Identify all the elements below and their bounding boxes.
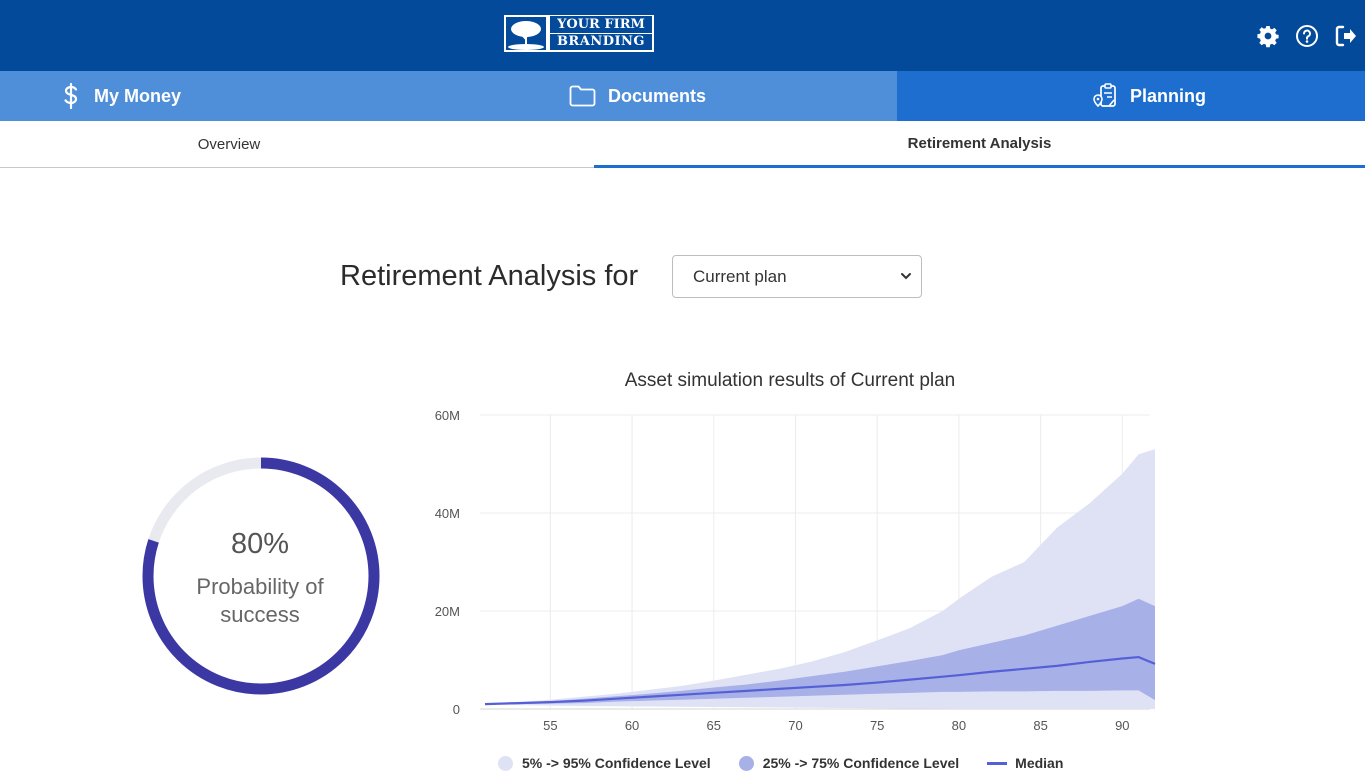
asset-simulation-chart: 0 20M 40M 60M 55 60 65 70 75 80 85 90 [435,408,1156,733]
tab-planning-label: Planning [1130,85,1206,106]
plan-select[interactable]: Current plan [672,255,922,298]
legend-label-5-95: 5% -> 95% Confidence Level [522,755,711,771]
legend-label-25-75: 25% -> 75% Confidence Level [762,755,960,771]
donut-progress [142,457,380,695]
subtab-overview[interactable]: Overview [197,135,261,153]
tree-logo-icon [504,15,548,52]
legend-label-median: Median [1015,755,1064,771]
legend-swatch-5-95 [498,755,513,771]
tab-my-money[interactable]: My Money [60,71,360,121]
median-line [484,655,1156,706]
plan-select-value: Current plan [693,266,787,286]
legend-item-5-95[interactable]: 5% -> 95% Confidence Level [498,755,711,771]
y-tick-label: 20M [435,604,460,619]
chart-legend: 5% -> 95% Confidence Level 25% -> 75% Co… [498,753,1091,773]
folder-icon [569,85,596,107]
x-tick-label: 80 [952,718,966,733]
tab-documents[interactable]: Documents [569,71,869,121]
y-tick-label: 60M [435,408,460,423]
y-tick-label: 40M [435,506,460,521]
top-header: YOUR FIRM BRANDING [0,0,1365,71]
page-title: Retirement Analysis for [340,260,639,292]
x-tick-label: 75 [870,718,884,733]
x-tick-label: 60 [625,718,639,733]
legend-swatch-25-75 [738,755,754,771]
tab-planning[interactable]: Planning [897,71,1365,121]
legend-item-25-75[interactable]: 25% -> 75% Confidence Level [738,755,960,771]
chevron-down-icon [901,273,911,280]
x-tick-label: 85 [1033,718,1047,733]
x-tick-label: 55 [543,718,557,733]
x-tick-label: 90 [1115,718,1129,733]
probability-label: Probability of success [196,574,324,627]
chart-title: Asset simulation results of Current plan [624,370,956,391]
tab-my-money-label: My Money [94,85,182,106]
sub-nav: Overview Retirement Analysis [0,121,1365,168]
logo-text-line1: YOUR FIRM [550,16,652,33]
y-tick-label: 0 [453,702,460,717]
logo-text-line2: BRANDING [550,34,652,50]
subtab-retirement-analysis[interactable]: Retirement Analysis [594,121,1365,168]
planning-icon [1093,83,1116,108]
success-donut [142,457,380,695]
probability-percent: 80% [230,528,290,560]
tab-documents-label: Documents [608,85,707,106]
main-nav: My Money Documents Planning [0,71,1365,121]
band-25-75 [485,598,1155,705]
logout-icon[interactable] [1334,24,1358,48]
dollar-icon [64,82,78,110]
firm-logo[interactable]: YOUR FIRM BRANDING [504,15,654,52]
x-tick-label: 65 [707,718,721,733]
legend-swatch-median [987,761,1008,765]
gear-icon[interactable] [1256,24,1280,48]
legend-item-median[interactable]: Median [987,755,1063,771]
x-tick-label: 70 [788,718,802,733]
help-icon[interactable] [1295,24,1319,48]
